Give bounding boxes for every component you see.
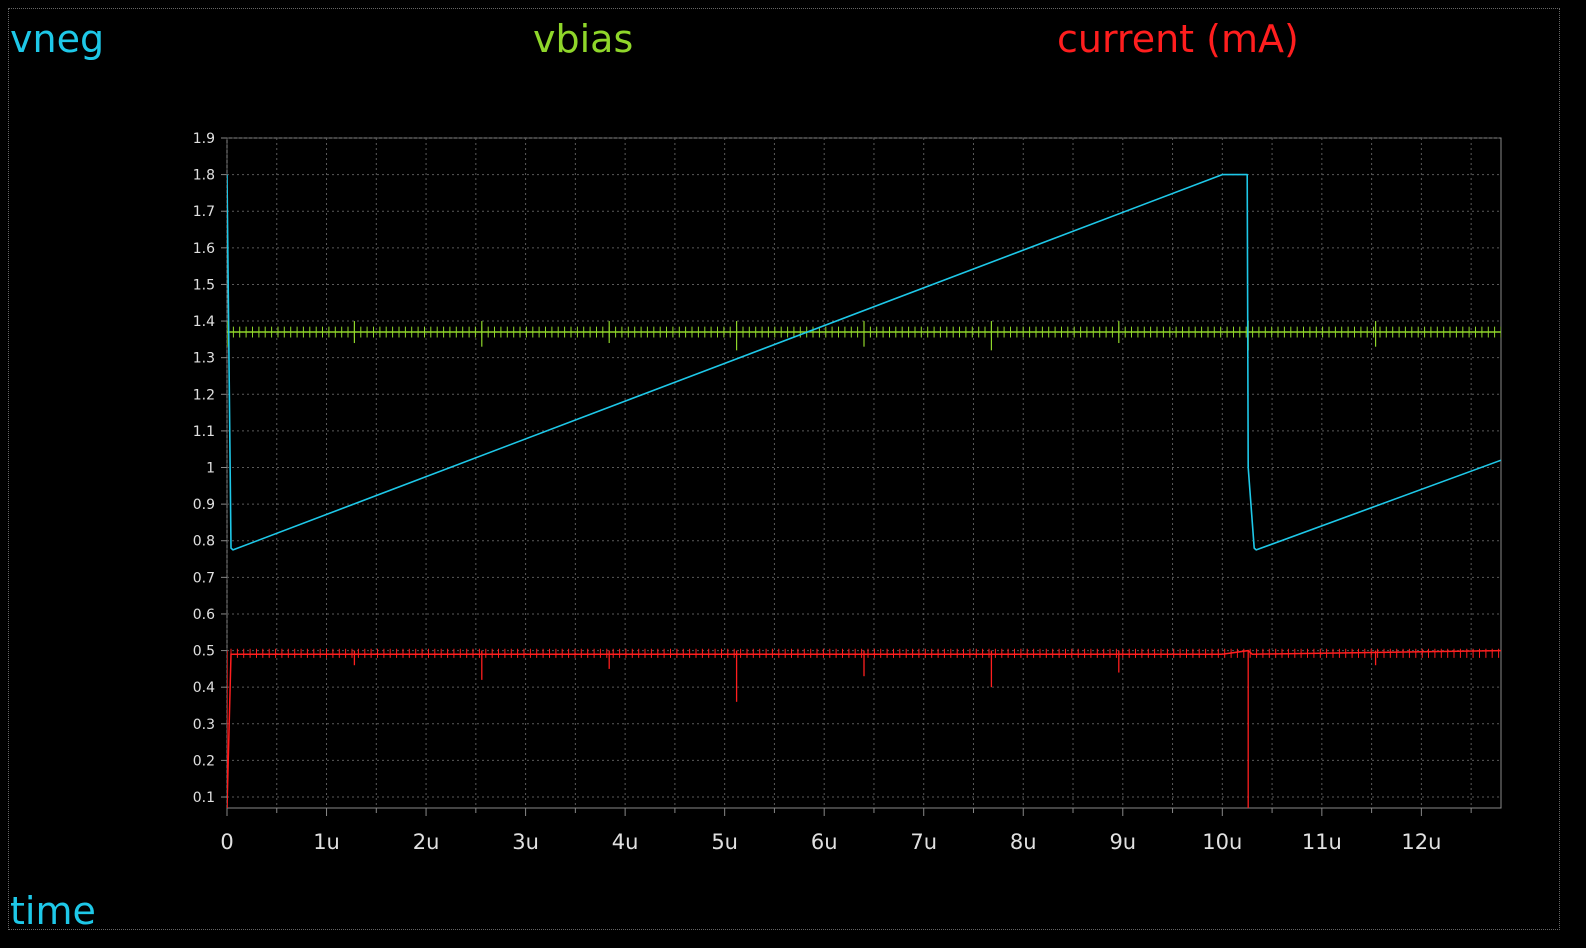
series-vbias-ripple [227,326,1501,338]
y-tick-label: 0.8 [193,534,215,550]
x-tick-label: 7u [910,830,937,854]
y-tick-label: 0.2 [193,753,215,769]
plot-frame [8,8,1560,930]
y-tick-label: 0.1 [193,790,215,806]
legend-vneg: vneg [10,17,105,61]
y-tick-label: 1.9 [193,131,215,147]
x-tick-label: 3u [512,830,539,854]
y-tick-label: 0.5 [193,644,215,660]
x-tick-label: 5u [711,830,738,854]
x-tick-label: 12u [1401,830,1441,854]
series-current-line [227,649,1501,809]
x-tick-label: 1u [313,830,340,854]
y-tick-label: 1.5 [193,277,215,293]
y-tick-label: 0.6 [193,607,215,623]
x-tick-label: 6u [811,830,838,854]
x-tick-label: 0 [220,830,233,854]
x-axis-label: time [10,889,96,933]
y-tick-label: 1.6 [193,241,215,257]
series-group [227,173,1501,809]
y-tick-label: 1.8 [193,168,215,184]
x-tick-label: 8u [1010,830,1037,854]
series-current-ripple [230,648,1500,658]
x-tick-label: 9u [1109,830,1136,854]
y-tick-label: 1.4 [193,314,215,330]
plot-area-border [226,137,1502,809]
y-tick-label: 1 [206,461,215,477]
y-tick-label: 1.7 [193,204,215,220]
y-tick-label: 0.4 [193,680,215,696]
y-tick-label: 0.3 [193,717,215,733]
y-tick-label: 1.1 [193,424,215,440]
y-tick-label: 0.9 [193,497,215,513]
x-tick-label: 10u [1202,830,1242,854]
y-tick-label: 0.7 [193,570,215,586]
y-tick-label: 1.3 [193,351,215,367]
legend-vbias: vbias [533,17,634,61]
x-tick-label: 11u [1302,830,1342,854]
legend-current: current (mA) [1057,17,1299,61]
x-tick-label: 2u [413,830,440,854]
series-vneg-line [227,173,1501,551]
y-tick-label: 1.2 [193,387,215,403]
x-tick-label: 4u [612,830,639,854]
